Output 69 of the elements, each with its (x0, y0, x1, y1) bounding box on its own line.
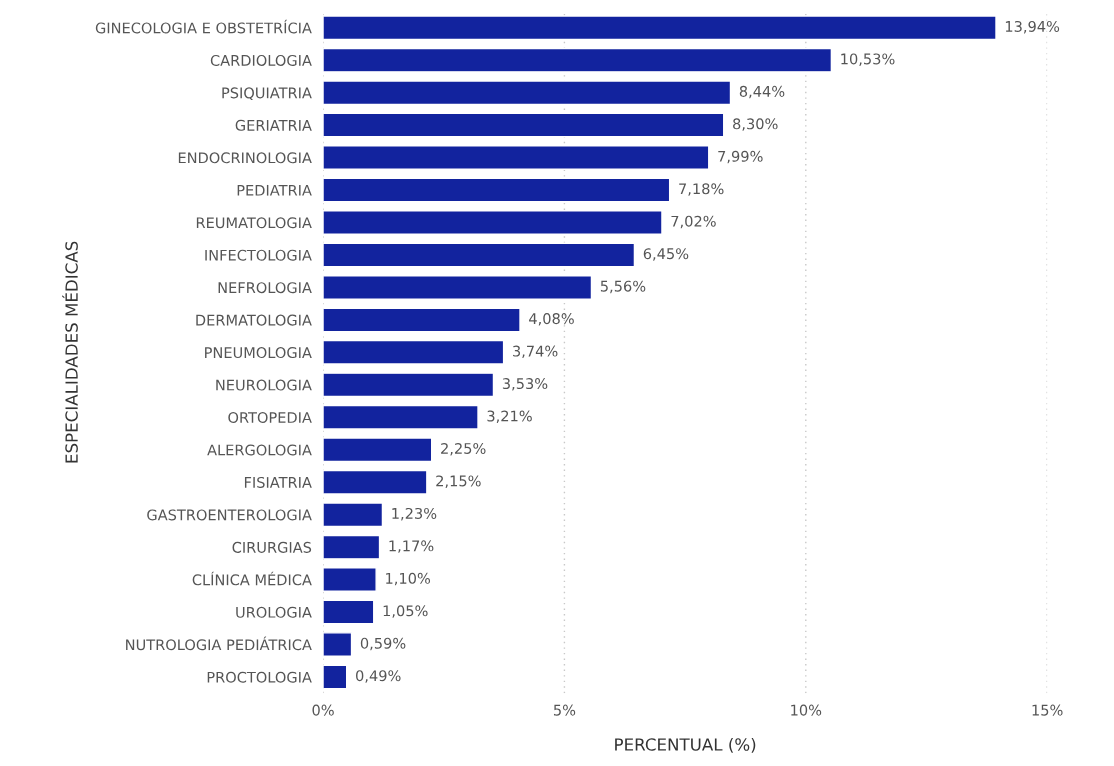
bar (323, 210, 663, 235)
y-tick-label: GASTROENTEROLOGIA (147, 509, 312, 521)
data-label: 5,56% (600, 280, 646, 294)
data-label: 2,25% (441, 442, 486, 456)
bar (323, 632, 353, 657)
data-label: 1,10% (386, 572, 431, 586)
y-tick-label: ORTOPEDIA (228, 412, 312, 424)
data-label: 3,53% (502, 378, 548, 391)
data-label: 8,30% (733, 118, 778, 131)
y-tick-label: REUMATOLOGIA (196, 217, 312, 229)
bar (323, 664, 348, 690)
data-label: 6,45% (643, 248, 689, 261)
data-label: 7,99% (718, 150, 763, 164)
bar (323, 177, 671, 203)
y-tick-label: CIRURGIAS (232, 541, 312, 553)
y-tick-label: NUTROLOGIA PEDIÁTRICA (126, 636, 312, 651)
x-tick-label: 5% (553, 704, 576, 716)
y-tick-label: PNEUMOLOGIA (205, 347, 312, 359)
x-tick-label: 15% (1032, 704, 1063, 716)
x-axis-title: PERCENTUAL (%) (615, 737, 756, 753)
bar (323, 15, 997, 41)
data-label: 13,94% (1005, 20, 1060, 34)
data-label: 1,05% (383, 605, 428, 618)
x-tick-label: 10% (791, 704, 822, 716)
x-tick-label: 0% (312, 704, 334, 716)
bar (323, 599, 375, 625)
data-label: 3,21% (487, 410, 532, 424)
bar (323, 502, 384, 528)
data-label: 0,59% (360, 637, 406, 651)
y-axis-title: ESPECIALIDADES MÉDICAS (62, 241, 78, 463)
data-label: 3,74% (513, 345, 558, 359)
bar (323, 567, 377, 592)
bar (323, 534, 381, 560)
y-tick-label: GERIATRIA (235, 119, 312, 131)
bar (323, 307, 521, 333)
y-tick-label: PEDIATRIA (237, 184, 312, 196)
data-label: 1,17% (389, 540, 434, 553)
y-tick-label: NEUROLOGIA (216, 379, 312, 391)
y-tick-label: ENDOCRINOLOGIA (178, 152, 312, 164)
data-label: 8,44% (739, 85, 785, 99)
data-label: 4,08% (529, 313, 574, 326)
bar (323, 80, 732, 106)
bar (323, 242, 636, 268)
y-tick-label: PSIQUIATRIA (222, 87, 312, 101)
bar (323, 112, 725, 138)
bar (323, 372, 495, 398)
y-tick-label: FISIATRIA (244, 476, 312, 488)
data-label: 10,53% (841, 53, 895, 66)
data-label: 2,15% (436, 475, 481, 488)
bar (323, 437, 433, 463)
y-tick-label: INFECTOLOGIA (205, 249, 312, 261)
data-label: 7,02% (671, 215, 716, 229)
bar (323, 469, 428, 495)
bar (323, 47, 833, 73)
y-tick-label: UROLOGIA (236, 606, 312, 618)
y-tick-label: DERMATOLOGIA (196, 314, 312, 326)
y-tick-label: ALERGOLOGIA (207, 444, 312, 456)
y-tick-label: CARDIOLOGIA (210, 54, 312, 66)
y-tick-label: CLÍNICA MÉDICA (192, 571, 312, 586)
y-tick-label: GINECOLOGIA E OBSTETRÍCIA (95, 19, 312, 34)
bar (323, 404, 479, 430)
bar (323, 145, 710, 170)
data-label: 7,18% (679, 183, 724, 196)
y-tick-label: NEFROLOGIA (218, 282, 312, 294)
data-label: 1,23% (392, 507, 437, 521)
bar (323, 275, 593, 300)
data-label: 0,49% (356, 670, 401, 683)
bar (323, 339, 505, 365)
y-tick-label: PROCTOLOGIA (207, 671, 312, 683)
